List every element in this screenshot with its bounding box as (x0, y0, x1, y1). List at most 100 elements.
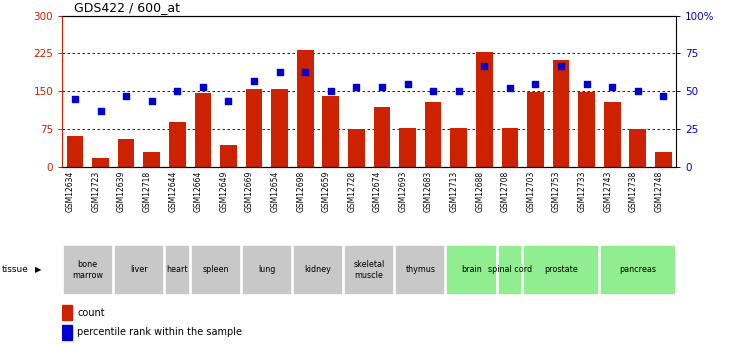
Bar (67, 136, 83, 167)
FancyBboxPatch shape (242, 245, 292, 295)
Text: kidney: kidney (305, 265, 331, 275)
Point (351, 84, 363, 90)
Bar (527, 92, 544, 167)
Text: spinal cord: spinal cord (488, 265, 532, 275)
Bar (297, 50, 314, 167)
Bar (604, 101, 621, 167)
Bar (169, 122, 186, 167)
FancyBboxPatch shape (293, 245, 343, 295)
Text: brain: brain (461, 265, 482, 275)
FancyBboxPatch shape (498, 245, 522, 295)
Point (529, 81, 541, 87)
Text: GSM12738: GSM12738 (629, 171, 637, 213)
FancyBboxPatch shape (344, 245, 394, 295)
Text: GSM12654: GSM12654 (270, 171, 279, 213)
Text: thymus: thymus (405, 265, 436, 275)
FancyBboxPatch shape (63, 245, 113, 295)
Bar (220, 145, 237, 167)
Point (171, 89, 183, 94)
Text: GSM12683: GSM12683 (424, 171, 433, 213)
Bar (655, 152, 672, 167)
Bar (425, 101, 442, 167)
FancyBboxPatch shape (523, 245, 599, 295)
Point (300, 69, 311, 75)
Text: GSM12743: GSM12743 (603, 171, 612, 213)
Bar (501, 128, 518, 167)
Bar (118, 139, 135, 167)
Point (606, 84, 618, 90)
Bar (578, 92, 595, 167)
Bar (143, 152, 160, 167)
Bar (92, 158, 109, 167)
Text: pancreas: pancreas (619, 265, 656, 275)
FancyBboxPatch shape (600, 245, 675, 295)
Text: GSM12659: GSM12659 (322, 171, 330, 213)
Point (325, 89, 336, 94)
Bar (553, 60, 569, 167)
Text: GSM12693: GSM12693 (398, 171, 408, 213)
Text: GSM12674: GSM12674 (373, 171, 382, 213)
FancyBboxPatch shape (395, 245, 445, 295)
Bar (374, 107, 390, 167)
Point (145, 98, 158, 103)
Text: GSM12688: GSM12688 (475, 171, 484, 212)
FancyBboxPatch shape (114, 245, 164, 295)
Point (504, 86, 516, 91)
Bar (348, 129, 365, 167)
Text: liver: liver (130, 265, 148, 275)
Text: heart: heart (167, 265, 188, 275)
Point (478, 63, 490, 68)
Text: GSM12669: GSM12669 (245, 171, 254, 213)
FancyBboxPatch shape (447, 245, 496, 295)
Text: GSM12703: GSM12703 (526, 171, 535, 213)
Text: ▶: ▶ (35, 265, 42, 275)
Point (222, 98, 234, 103)
Point (427, 89, 439, 94)
FancyBboxPatch shape (165, 245, 189, 295)
Text: GSM12639: GSM12639 (117, 171, 126, 213)
Point (376, 84, 387, 90)
Point (69, 96, 81, 102)
Text: GSM12664: GSM12664 (194, 171, 203, 213)
Bar (62, 305, 72, 320)
Text: percentile rank within the sample: percentile rank within the sample (77, 327, 243, 337)
Point (120, 93, 132, 99)
Bar (450, 128, 467, 167)
Bar (476, 52, 493, 167)
Text: GDS422 / 600_at: GDS422 / 600_at (75, 1, 181, 14)
Text: GSM12733: GSM12733 (577, 171, 587, 213)
Bar (271, 89, 288, 167)
FancyBboxPatch shape (191, 245, 240, 295)
Point (658, 93, 670, 99)
Bar (246, 89, 262, 167)
Bar (62, 325, 72, 340)
Text: GSM12644: GSM12644 (168, 171, 178, 213)
Text: prostate: prostate (544, 265, 578, 275)
Text: bone
marrow: bone marrow (72, 260, 103, 280)
Point (453, 89, 465, 94)
Point (249, 78, 260, 83)
Point (556, 63, 567, 68)
Point (273, 69, 285, 75)
Text: GSM12698: GSM12698 (296, 171, 306, 213)
Point (632, 89, 644, 94)
Text: GSM12649: GSM12649 (219, 171, 228, 213)
Text: skeletal
muscle: skeletal muscle (354, 260, 385, 280)
Bar (629, 129, 646, 167)
Text: tissue: tissue (1, 265, 29, 275)
Text: GSM12708: GSM12708 (501, 171, 510, 213)
Bar (194, 93, 211, 167)
Text: GSM12718: GSM12718 (143, 171, 152, 212)
Bar (322, 97, 339, 167)
Text: lung: lung (258, 265, 276, 275)
Point (197, 84, 209, 90)
Text: GSM12723: GSM12723 (91, 171, 101, 213)
Text: spleen: spleen (202, 265, 229, 275)
Point (581, 81, 593, 87)
Text: GSM12634: GSM12634 (66, 171, 75, 213)
Point (402, 81, 414, 87)
Text: count: count (77, 308, 105, 317)
Text: GSM12748: GSM12748 (654, 171, 664, 213)
Text: GSM12713: GSM12713 (450, 171, 459, 213)
Text: GSM12753: GSM12753 (552, 171, 561, 213)
